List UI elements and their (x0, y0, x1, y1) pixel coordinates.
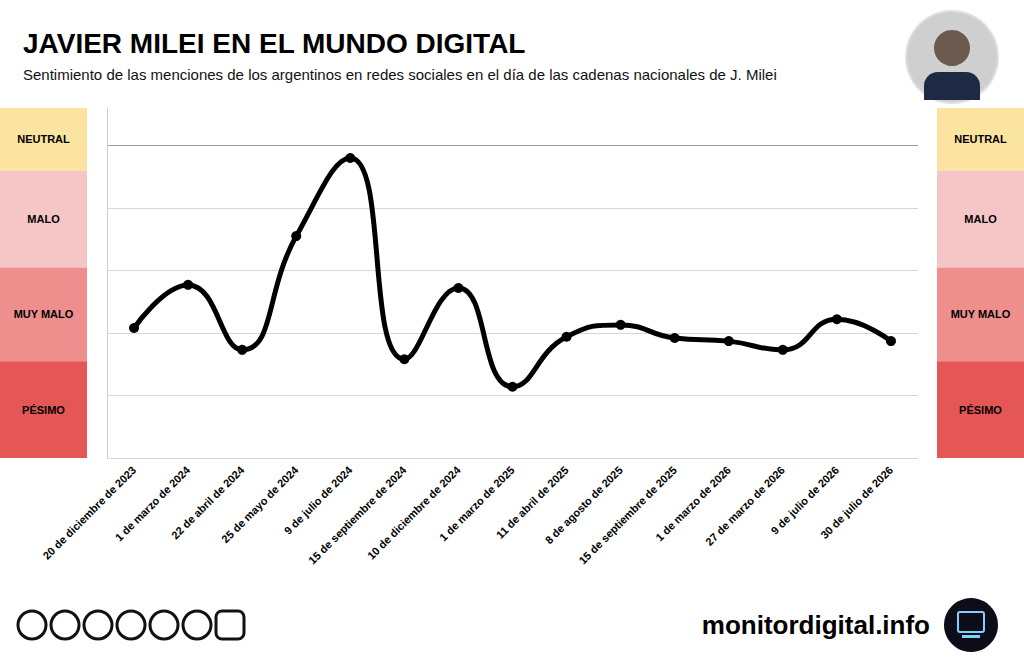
svg-text:22 de abril de 2024: 22 de abril de 2024 (168, 463, 247, 542)
svg-text:15 de septiembre de 2024: 15 de septiembre de 2024 (306, 463, 409, 566)
svg-text:MALO: MALO (27, 213, 60, 225)
svg-text:8 de agosto de 2025: 8 de agosto de 2025 (542, 463, 625, 547)
svg-text:PÉSIMO: PÉSIMO (22, 404, 65, 416)
svg-text:11 de abril de 2025: 11 de abril de 2025 (493, 463, 571, 541)
svg-text:MALO: MALO (964, 213, 997, 225)
svg-text:monitordigital.info: monitordigital.info (702, 610, 930, 640)
svg-text:25 de mayo de 2024: 25 de mayo de 2024 (219, 463, 301, 546)
svg-text:1 de marzo de 2025: 1 de marzo de 2025 (437, 463, 517, 544)
svg-text:MUY MALO: MUY MALO (14, 308, 74, 320)
svg-text:1 de marzo de 2024: 1 de marzo de 2024 (112, 463, 193, 544)
svg-text:NEUTRAL: NEUTRAL (954, 133, 1007, 145)
svg-text:10 de diciembre de 2024: 10 de diciembre de 2024 (365, 463, 463, 561)
svg-text:30 de julio de 2026: 30 de julio de 2026 (818, 464, 895, 541)
svg-text:PÉSIMO: PÉSIMO (959, 404, 1002, 416)
svg-text:JAVIER MILEI EN EL MUNDO DIGIT: JAVIER MILEI EN EL MUNDO DIGITAL (23, 28, 525, 59)
svg-text:1 de marzo de 2026: 1 de marzo de 2026 (653, 463, 733, 544)
svg-text:15 de septiembre de 2025: 15 de septiembre de 2025 (576, 464, 679, 567)
svg-text:MUY MALO: MUY MALO (951, 308, 1011, 320)
svg-text:NEUTRAL: NEUTRAL (17, 133, 70, 145)
svg-text:9 de julio de 2024: 9 de julio de 2024 (281, 463, 355, 537)
svg-text:20 de diciembre de 2023: 20 de diciembre de 2023 (40, 464, 138, 562)
svg-text:Sentimiento de las menciones d: Sentimiento de las menciones de los arge… (23, 66, 777, 83)
svg-text:27 de marzo de 2026: 27 de marzo de 2026 (703, 463, 788, 548)
svg-text:9 de julio de 2026: 9 de julio de 2026 (768, 463, 842, 537)
